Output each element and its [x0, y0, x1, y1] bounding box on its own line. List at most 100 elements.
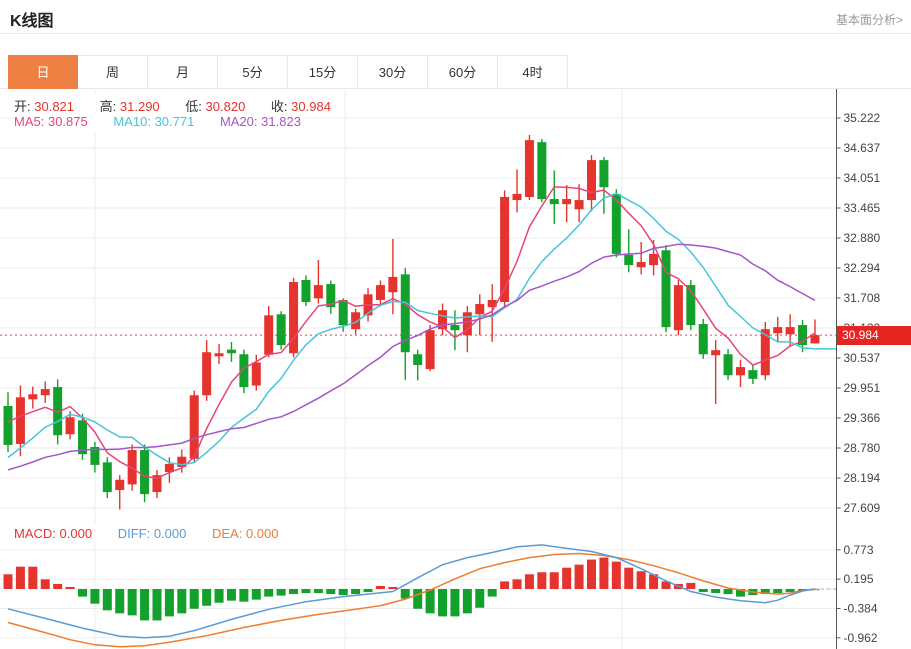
axis-tick-label: 32.880 [844, 231, 881, 245]
axis-tick-label: 28.194 [844, 471, 881, 485]
ma5-line [7, 186, 816, 479]
axis-tick-label: 0.195 [844, 572, 874, 586]
axis-tick-label: 31.708 [844, 291, 881, 305]
macd-bar-down [276, 589, 286, 596]
macd-bar-down [326, 589, 336, 595]
candle-body-down [239, 354, 249, 388]
candle-body-up [512, 193, 522, 201]
macd-bar-down [351, 589, 361, 595]
macd-bar-down [90, 589, 100, 604]
macd-value: 0.000 [59, 526, 93, 541]
macd-bar-down [413, 589, 423, 609]
macd-bar-up [636, 571, 646, 589]
open-value: 30.821 [34, 99, 75, 114]
macd-bar-down [475, 589, 485, 608]
candle-body-up [711, 350, 721, 356]
fundamental-analysis-link[interactable]: 基本面分析> [835, 13, 903, 27]
candle-body-up [164, 463, 174, 473]
macd-bar-down [462, 589, 472, 614]
low-label: 低: [185, 99, 202, 114]
axis-tick-label: 35.222 [844, 111, 881, 125]
candle-body-up [177, 456, 187, 467]
candle-body-down [661, 250, 671, 328]
candle-body-down [413, 354, 423, 366]
diff-label: DIFF: [117, 526, 151, 541]
macd-bar-down [77, 589, 87, 597]
tab-period-0[interactable]: 日 [8, 55, 78, 89]
candle-body-up [65, 417, 75, 435]
ma5-value: 30.875 [47, 114, 88, 129]
macd-bar-down [450, 589, 460, 617]
macd-bar-down [338, 589, 348, 596]
axis-tick-label: -0.384 [844, 601, 878, 615]
macd-bar-down [760, 589, 770, 595]
macd-bar-up [500, 581, 510, 589]
candle-body-down [3, 406, 13, 445]
candle-body-up [587, 160, 597, 201]
axis-tick-label: 34.051 [844, 171, 881, 185]
macd-bar-up [53, 583, 63, 589]
dea-value: 0.000 [245, 526, 279, 541]
dea-label: DEA: [211, 526, 243, 541]
macd-bar-up [15, 566, 25, 589]
ma5-label: MA5: [14, 114, 45, 129]
candle-body-up [636, 262, 646, 268]
tab-period-6[interactable]: 60分 [428, 55, 498, 89]
candle-body-down [301, 279, 311, 303]
macd-bar-up [40, 579, 50, 589]
ma10-label: MA10: [113, 114, 151, 129]
candle-body-up [524, 140, 534, 197]
candle-body-down [599, 160, 609, 188]
macd-bar-down [164, 589, 174, 617]
macd-bar-down [102, 589, 112, 611]
macd-bar-down [127, 589, 137, 616]
macd-bar-up [562, 567, 572, 589]
axis-tick-label: 28.780 [844, 441, 881, 455]
macd-bar-down [711, 589, 721, 594]
candle-body-up [425, 330, 435, 370]
candle-body-up [152, 475, 162, 493]
macd-bar-up [65, 586, 75, 589]
axis-tick-label: 30.537 [844, 351, 881, 365]
ma10-value: 30.771 [154, 114, 195, 129]
ma20-line [7, 243, 816, 471]
axis-tick-label: 34.637 [844, 141, 881, 155]
candle-body-up [574, 200, 584, 210]
macd-label: MACD: [14, 526, 56, 541]
candle-body-up [202, 352, 212, 396]
macd-bar-down [115, 589, 125, 614]
axis-tick-label: 29.951 [844, 381, 881, 395]
macd-bar-down [140, 589, 150, 621]
axis-tick-label: 27.609 [844, 501, 881, 515]
tab-period-4[interactable]: 15分 [288, 55, 358, 89]
macd-bar-down [723, 589, 733, 595]
macd-bar-down [226, 589, 236, 601]
candle-body-up [289, 282, 299, 354]
candle-body-up [127, 450, 137, 485]
tab-period-5[interactable]: 30分 [358, 55, 428, 89]
tab-period-2[interactable]: 月 [148, 55, 218, 89]
tab-period-3[interactable]: 5分 [218, 55, 288, 89]
candle-body-up [251, 362, 261, 386]
tab-period-1[interactable]: 周 [78, 55, 148, 89]
candle-body-up [673, 285, 683, 331]
candle-body-up [313, 285, 323, 299]
macd-bar-down [177, 589, 187, 614]
macd-bar-down [301, 589, 311, 594]
candle-body-up [214, 353, 224, 357]
last-price-badge: 30.984 [837, 326, 911, 345]
candle-body-up [264, 315, 274, 355]
candle-body-down [326, 284, 336, 308]
macd-bar-down [735, 589, 745, 597]
macd-bar-down [251, 589, 261, 600]
macd-bar-up [524, 574, 534, 589]
axis-tick-label: 29.366 [844, 411, 881, 425]
candle-body-down [400, 274, 410, 353]
macd-bar-up [28, 566, 38, 589]
macd-bar-down [313, 589, 323, 594]
tab-period-7[interactable]: 4时 [498, 55, 568, 89]
macd-bar-up [574, 564, 584, 589]
macd-bar-down [289, 589, 299, 595]
macd-bar-up [388, 586, 398, 589]
